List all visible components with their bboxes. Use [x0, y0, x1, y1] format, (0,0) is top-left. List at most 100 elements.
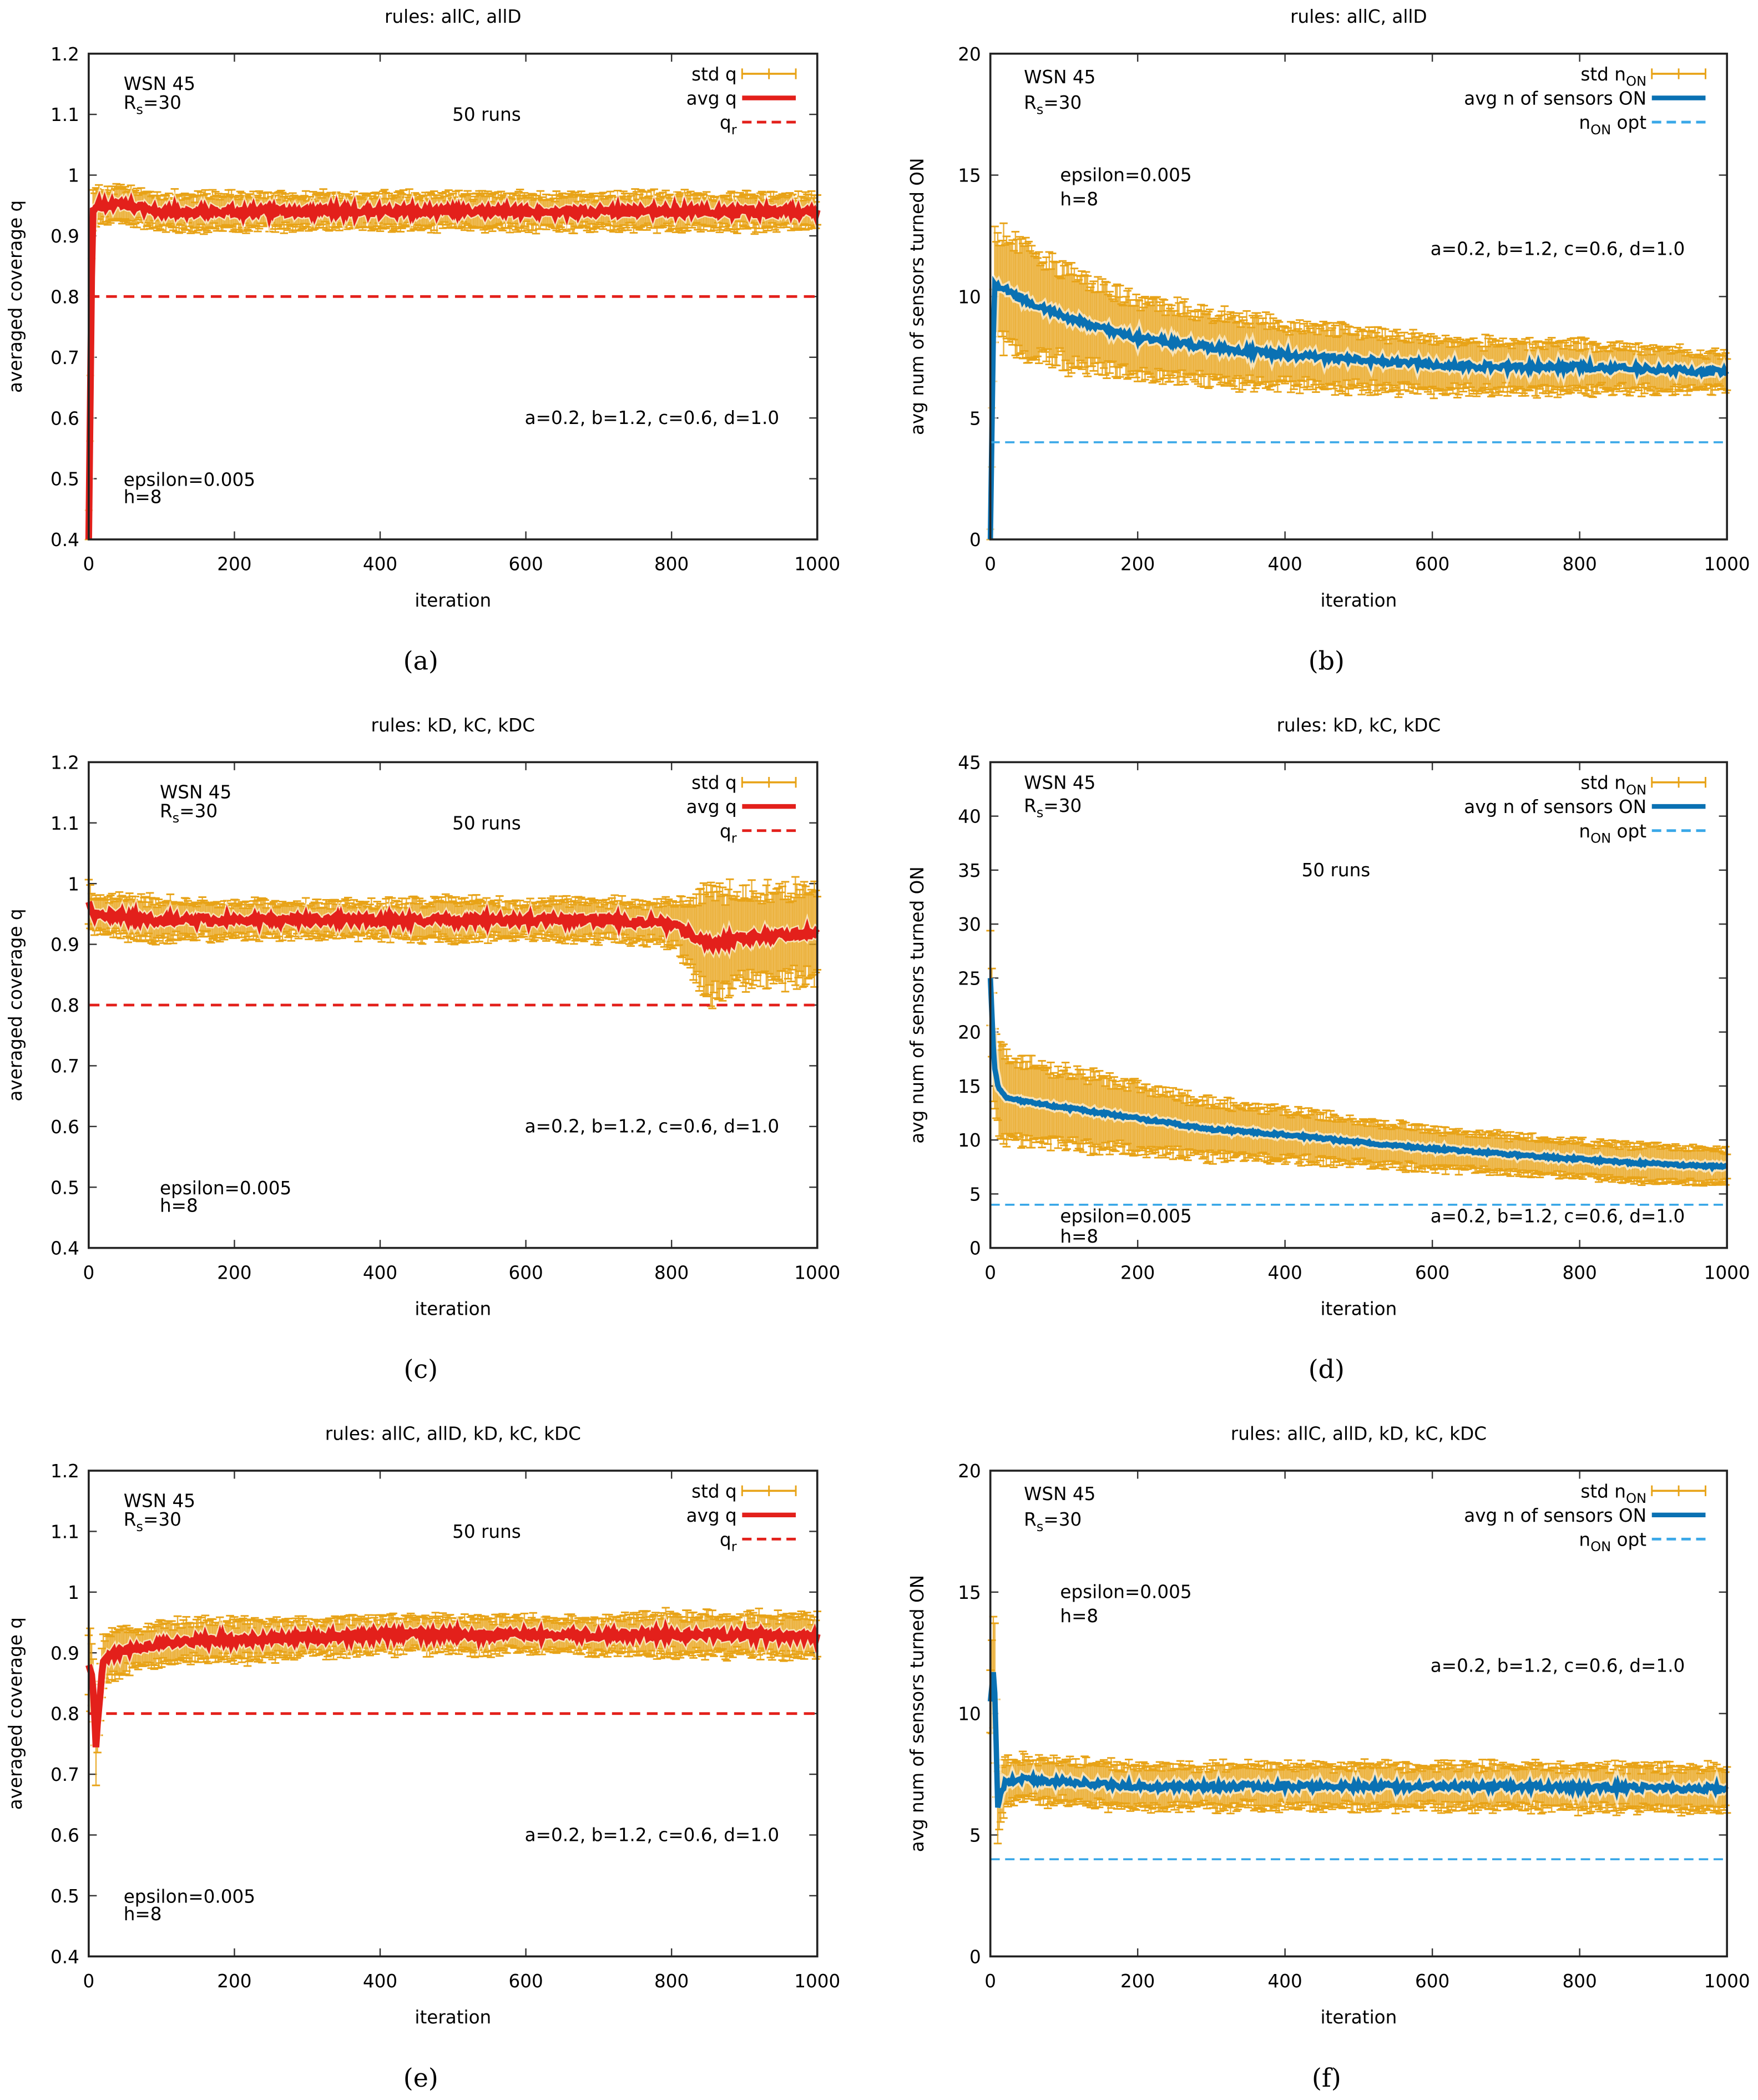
- y-tick-label: 1: [68, 165, 79, 186]
- y-tick-label: 0.4: [50, 1238, 79, 1259]
- x-tick-label: 1000: [1704, 1262, 1750, 1283]
- annotation: 50 runs: [452, 812, 521, 834]
- panel-caption: (b): [1309, 646, 1345, 676]
- y-tick-label: 15: [958, 165, 981, 186]
- x-tick-label: 200: [217, 1262, 251, 1283]
- chart-title: rules: allC, allD: [385, 6, 521, 27]
- chart-title: rules: allC, allD: [1290, 6, 1427, 27]
- y-axis-label: averaged coverage q: [5, 200, 26, 393]
- annotation: h=8: [124, 487, 162, 508]
- x-tick-label: 200: [217, 554, 251, 575]
- y-tick-label: 45: [958, 752, 981, 773]
- plot-frame: [989, 52, 1728, 541]
- y-tick-label: 0.5: [50, 469, 79, 490]
- x-tick-label: 600: [1415, 1262, 1449, 1283]
- y-axis-label: averaged coverage q: [5, 908, 26, 1101]
- annotation: Rs=30: [160, 800, 218, 826]
- plot-frame: [88, 761, 819, 1249]
- legend-label: avg q: [686, 88, 737, 109]
- legend-label: avg n of sensors ON: [1464, 88, 1646, 109]
- y-tick-label: 0.6: [50, 1117, 79, 1138]
- y-tick-label: 10: [958, 1130, 981, 1151]
- x-tick-label: 0: [83, 1262, 94, 1283]
- x-tick-label: 800: [654, 554, 689, 575]
- x-axis-label: iteration: [1320, 590, 1397, 611]
- y-tick-label: 5: [969, 1184, 981, 1205]
- x-tick-label: 600: [1415, 554, 1449, 575]
- y-tick-label: 1.1: [50, 104, 79, 125]
- y-tick-label: 0.9: [50, 226, 79, 247]
- y-tick-label: 0.8: [50, 995, 79, 1016]
- panel-b: rules: allC, allD iteration avg num of sen…: [907, 6, 1750, 675]
- annotation: Rs=30: [1024, 92, 1082, 118]
- y-tick-label: 0.7: [50, 1056, 79, 1077]
- y-tick-label: 0: [969, 1238, 981, 1259]
- panel-caption: (a): [403, 646, 438, 676]
- annotation: WSN 45: [124, 73, 195, 94]
- annotation: h=8: [160, 1195, 198, 1216]
- chart-title: rules: kD, kC, kDC: [371, 715, 536, 736]
- x-tick-label: 0: [83, 554, 94, 575]
- legend-label: std nON: [1580, 64, 1646, 89]
- x-axis-label: iteration: [1320, 1299, 1397, 1320]
- y-tick-label: 1.2: [50, 752, 79, 773]
- y-tick-label: 0.9: [50, 935, 79, 956]
- y-tick-label: 5: [969, 408, 981, 429]
- x-tick-label: 600: [508, 1262, 543, 1283]
- legend-label: qr: [720, 112, 737, 138]
- x-tick-label: 400: [363, 554, 397, 575]
- x-tick-label: 1000: [794, 554, 840, 575]
- avg-line-halo: [986, 269, 1731, 540]
- x-tick-label: 800: [1562, 554, 1597, 575]
- x-tick-label: 200: [1120, 1262, 1155, 1283]
- y-tick-label: 0.4: [50, 529, 79, 551]
- y-tick-label: 0.5: [50, 1177, 79, 1198]
- annotation: epsilon=0.005: [160, 1178, 291, 1199]
- y-tick-label: 20: [958, 1022, 981, 1043]
- legend-label: std q: [691, 773, 737, 794]
- y-tick-label: 1: [68, 874, 79, 895]
- x-axis-label: iteration: [415, 590, 491, 611]
- legend-label: nON opt: [1579, 112, 1646, 138]
- y-tick-label: 40: [958, 806, 981, 827]
- y-axis-label: avg num of sensors turned ON: [907, 866, 928, 1143]
- annotation: Rs=30: [124, 92, 181, 118]
- y-tick-label: 10: [958, 286, 981, 307]
- x-tick-label: 800: [1562, 1262, 1597, 1283]
- x-axis-label: iteration: [415, 1299, 491, 1320]
- annotation: a=0.2, b=1.2, c=0.6, d=1.0: [1431, 238, 1685, 259]
- y-tick-label: 1.2: [50, 44, 79, 65]
- x-tick-label: 1000: [1704, 554, 1750, 575]
- annotation: a=0.2, b=1.2, c=0.6, d=1.0: [525, 1116, 779, 1137]
- legend-label: avg q: [686, 796, 737, 817]
- annotation: 50 runs: [452, 104, 521, 125]
- annotation: a=0.2, b=1.2, c=0.6, d=1.0: [525, 407, 779, 428]
- panel-a: rules: allC, allD iteration averaged cover…: [5, 6, 840, 675]
- legend-label: std q: [691, 64, 737, 85]
- y-tick-label: 30: [958, 914, 981, 935]
- chart-title: rules: kD, kC, kDC: [1277, 715, 1441, 736]
- annotation: epsilon=0.005: [124, 469, 255, 490]
- annotation: WSN 45: [160, 782, 231, 803]
- panel-c: rules: kD, kC, kDC iteration averaged cove…: [5, 715, 840, 1384]
- plot-frame: [88, 52, 819, 541]
- y-tick-label: 1.1: [50, 813, 79, 834]
- y-tick-label: 25: [958, 968, 981, 989]
- annotation: WSN 45: [1024, 67, 1095, 88]
- annotation: h=8: [1060, 189, 1098, 210]
- panel-caption: (c): [404, 1354, 438, 1384]
- y-tick-label: 0.6: [50, 408, 79, 429]
- x-tick-label: 400: [363, 1262, 397, 1283]
- x-tick-label: 800: [654, 1262, 689, 1283]
- x-tick-label: 400: [1268, 554, 1302, 575]
- x-tick-label: 200: [1120, 554, 1155, 575]
- y-tick-label: 0.8: [50, 286, 79, 307]
- y-tick-label: 20: [958, 44, 981, 65]
- y-tick-label: 0.7: [50, 347, 79, 368]
- x-tick-label: 0: [984, 554, 996, 575]
- annotation: epsilon=0.005: [1060, 164, 1191, 185]
- y-axis-label: avg num of sensors turned ON: [907, 158, 928, 435]
- x-tick-label: 600: [508, 554, 543, 575]
- avg-line: [85, 190, 821, 540]
